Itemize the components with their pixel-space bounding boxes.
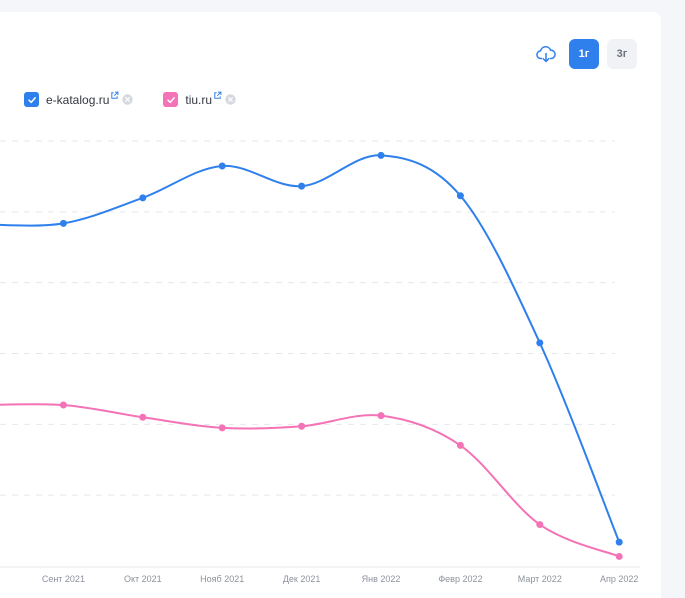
legend-checkbox-e-katalog[interactable] bbox=[24, 92, 39, 107]
data-point-tiu-ru[interactable] bbox=[218, 424, 226, 432]
data-point-e-katalog-ru[interactable] bbox=[218, 162, 226, 170]
series-tiu-ru bbox=[0, 401, 623, 560]
external-link-icon[interactable] bbox=[110, 91, 119, 100]
data-point-tiu-ru[interactable] bbox=[139, 413, 147, 421]
cloud-download-icon bbox=[536, 45, 556, 63]
legend-label-tiu[interactable]: tiu.ru bbox=[185, 92, 213, 107]
x-tick-labels: Сент 2021 Окт 2021 Нояб 2021 Дек 2021 Янв 20… bbox=[42, 574, 639, 584]
series-e-katalog-ru bbox=[0, 151, 623, 546]
data-point-e-katalog-ru[interactable] bbox=[536, 339, 544, 347]
x-tick-label: Янв 2022 bbox=[362, 574, 401, 584]
data-point-tiu-ru[interactable] bbox=[298, 422, 306, 430]
x-tick-label: Дек 2021 bbox=[283, 574, 321, 584]
data-point-tiu-ru[interactable] bbox=[456, 441, 464, 449]
checkmark-icon bbox=[27, 96, 36, 103]
data-point-e-katalog-ru[interactable] bbox=[615, 538, 623, 546]
data-point-e-katalog-ru[interactable] bbox=[298, 182, 306, 190]
data-point-e-katalog-ru[interactable] bbox=[377, 151, 385, 159]
data-point-tiu-ru[interactable] bbox=[377, 412, 385, 420]
legend-item-e-katalog: e-katalog.ru bbox=[24, 91, 134, 107]
range-1y-button[interactable]: 1г bbox=[569, 39, 599, 69]
series-line-e-katalog-ru bbox=[0, 154, 621, 543]
data-point-e-katalog-ru[interactable] bbox=[59, 219, 67, 227]
series-line-tiu-ru bbox=[0, 403, 620, 558]
x-tick-label: Март 2022 bbox=[518, 574, 562, 584]
remove-icon[interactable] bbox=[122, 94, 134, 105]
data-point-tiu-ru[interactable] bbox=[59, 401, 67, 409]
download-button[interactable] bbox=[531, 39, 561, 69]
gridlines bbox=[0, 140, 615, 496]
x-tick-label: Нояб 2021 bbox=[200, 574, 244, 584]
chart-toolbar: 1г 3г bbox=[531, 39, 637, 69]
x-tick-label: Апр 2022 bbox=[600, 574, 638, 584]
chart-card: 1г 3г e-katalog.ru tiu.ru bbox=[0, 12, 661, 598]
x-tick-label: Сент 2021 bbox=[42, 574, 85, 584]
x-tick-label: Окт 2021 bbox=[124, 574, 162, 584]
data-point-tiu-ru[interactable] bbox=[615, 552, 623, 560]
data-point-e-katalog-ru[interactable] bbox=[139, 194, 147, 202]
x-tick-label: Февр 2022 bbox=[438, 574, 482, 584]
checkmark-icon bbox=[167, 96, 175, 103]
data-point-tiu-ru[interactable] bbox=[536, 521, 544, 529]
chart-legend: e-katalog.ru tiu.ru bbox=[24, 91, 236, 107]
range-3y-button[interactable]: 3г bbox=[607, 39, 637, 69]
data-point-e-katalog-ru[interactable] bbox=[456, 192, 464, 200]
external-link-icon[interactable] bbox=[213, 91, 222, 100]
remove-icon[interactable] bbox=[225, 94, 236, 105]
legend-label-e-katalog[interactable]: e-katalog.ru bbox=[46, 92, 110, 107]
legend-item-tiu: tiu.ru bbox=[163, 91, 236, 107]
legend-checkbox-tiu[interactable] bbox=[163, 92, 179, 107]
